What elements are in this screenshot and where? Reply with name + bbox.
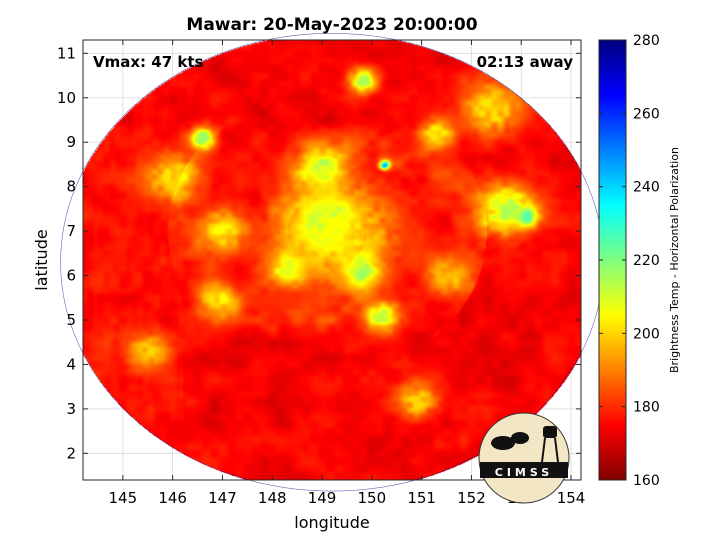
colorbar-tick-label: 200 (633, 326, 660, 342)
y-tick-label: 3 (66, 400, 76, 418)
x-tick-label: 150 (358, 489, 387, 507)
colorbar-tick-label: 260 (633, 106, 660, 122)
x-tick-label: 146 (158, 489, 187, 507)
colorbar (598, 39, 627, 481)
y-tick-label: 5 (66, 311, 76, 329)
y-tick-label: 9 (66, 133, 76, 151)
water-tower-icon (543, 426, 557, 438)
colorbar-tick-label: 240 (633, 180, 660, 196)
time-offset-annotation: 02:13 away (477, 53, 574, 71)
colorbar-tick-label: 220 (633, 253, 660, 269)
y-tick-label: 10 (57, 89, 76, 107)
x-tick-label: 148 (258, 489, 287, 507)
plot-frame (82, 39, 582, 481)
x-tick-label: 149 (308, 489, 337, 507)
colorbar-tick-label: 180 (633, 400, 660, 416)
x-axis-label: longitude (294, 513, 369, 532)
x-axis: 145146147148149150151152153154 (109, 40, 586, 507)
y-tick-label: 11 (57, 44, 76, 62)
cimss-logo: CIMSS (478, 412, 570, 504)
y-tick-label: 8 (66, 178, 76, 196)
logo-text: CIMSS (495, 466, 553, 479)
x-tick-label: 154 (557, 489, 586, 507)
x-tick-label: 152 (457, 489, 486, 507)
y-tick-label: 6 (66, 267, 76, 285)
colorbar-ticks: 160 180 200 220 240 260 280 (599, 33, 660, 489)
y-tick-label: 2 (66, 444, 76, 462)
chart-title: Mawar: 20-May-2023 20:00:00 (186, 15, 477, 35)
colorbar-label: Brightness Temp - Horizontal Polarizatio… (668, 147, 681, 373)
y-axis: 2 3 4 5 6 7 8 9 10 11 (57, 44, 581, 462)
colorbar-tick-label: 160 (633, 473, 660, 489)
colorbar-tick-label: 280 (633, 33, 660, 49)
x-tick-label: 151 (407, 489, 436, 507)
y-tick-label: 4 (66, 355, 76, 373)
satellite-dish-icon (511, 432, 529, 444)
y-tick-label: 7 (66, 222, 76, 240)
satellite-dish-icon (491, 436, 515, 450)
brightness-temperature-swath (83, 40, 581, 480)
vmax-annotation: Vmax: 47 kts (93, 53, 203, 71)
y-axis-label: latitude (32, 229, 51, 290)
x-tick-label: 147 (208, 489, 237, 507)
x-tick-label: 145 (109, 489, 138, 507)
